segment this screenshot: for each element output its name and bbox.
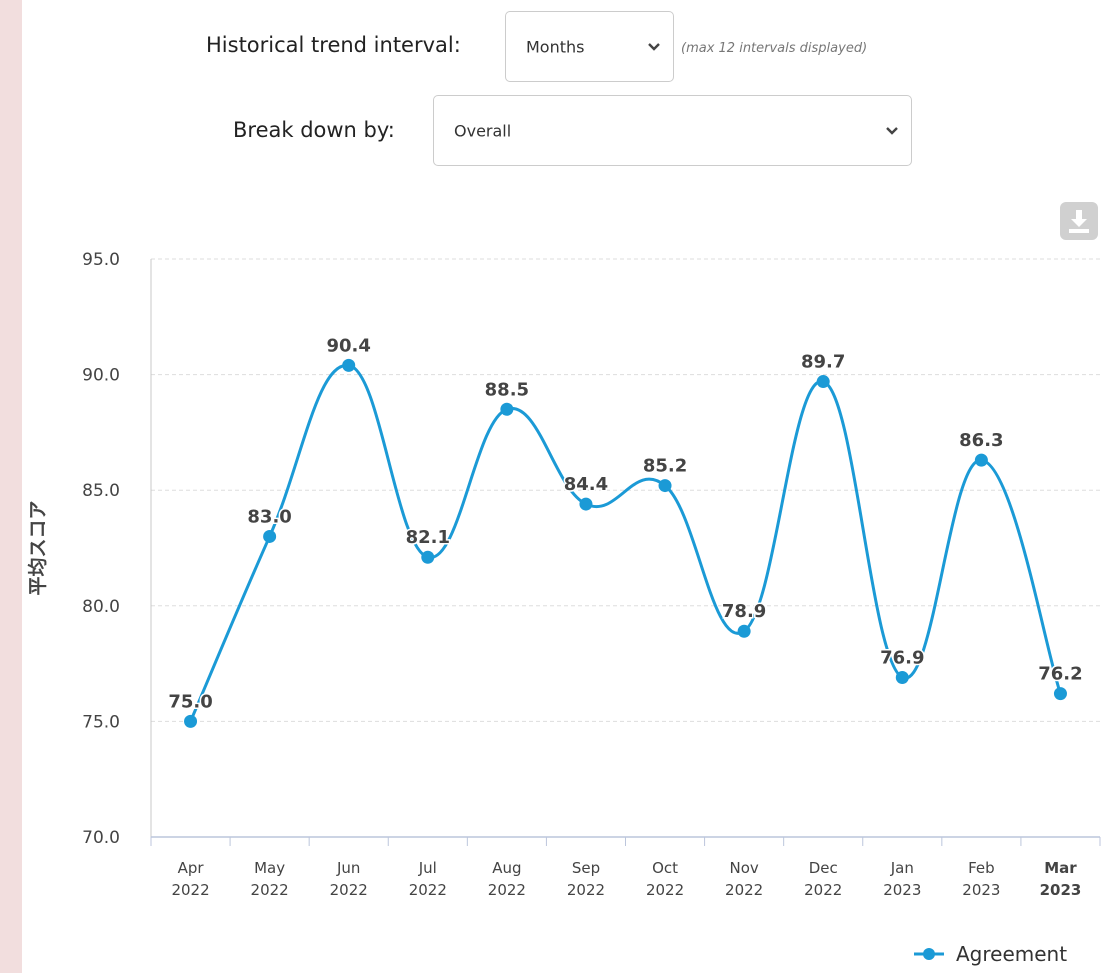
x-tick-label: May 2022 (251, 859, 289, 899)
chevron-down-icon (886, 126, 898, 135)
data-label: 86.3 (959, 430, 1003, 451)
x-tick-label: Feb 2023 (962, 859, 1000, 899)
x-tick-label: Jul 2022 (409, 859, 447, 899)
interval-select[interactable]: Months (505, 11, 674, 82)
data-point (974, 453, 988, 467)
download-icon (1069, 210, 1089, 233)
data-label: 75.0 (168, 691, 212, 712)
y-tick-label: 70.0 (82, 828, 120, 848)
data-point (895, 670, 909, 684)
data-point (816, 375, 830, 389)
x-tick-label: Apr 2022 (171, 859, 209, 899)
data-label: 85.2 (643, 456, 687, 477)
data-label: 89.7 (801, 352, 845, 373)
data-point (342, 358, 356, 372)
interval-label: Historical trend interval: (206, 33, 461, 57)
data-label: 76.9 (880, 647, 924, 668)
breakdown-select[interactable]: Overall (433, 95, 912, 166)
breakdown-select-value: Overall (454, 121, 512, 140)
x-tick-label: Dec 2022 (804, 859, 842, 899)
left-sidebar-strip (0, 0, 22, 973)
x-tick-label: Oct 2022 (646, 859, 684, 899)
data-point (1053, 687, 1067, 701)
data-point (184, 714, 198, 728)
data-point (500, 402, 514, 416)
y-tick-label: 90.0 (82, 366, 120, 386)
chevron-down-icon (648, 42, 660, 51)
data-labels: 75.0 83.0 90.4 82.1 88.5 84.4 85.2 78.9 89.7 76.9… (167, 334, 1084, 714)
x-tick-label: Mar 2023 (1040, 859, 1082, 899)
data-point (579, 497, 593, 511)
x-tick-label: Jan 2023 (883, 859, 921, 899)
interval-select-value: Months (526, 37, 585, 56)
y-tick-labels: 70.0 75.0 80.0 85.0 90.0 95.0 (82, 250, 120, 848)
x-tick-labels: Apr 2022 May 2022 Jun 2022 Jul 2022 Aug 2022 Sep 20… (150, 837, 1101, 899)
data-point (263, 529, 277, 543)
x-tick-label: Sep 2022 (567, 859, 605, 899)
data-label: 84.4 (564, 474, 608, 495)
x-tick-label: Nov 2022 (725, 859, 763, 899)
breakdown-label: Break down by: (233, 118, 395, 142)
y-tick-label: 80.0 (82, 597, 120, 617)
x-tick-label: Aug 2022 (488, 859, 526, 899)
data-label: 82.1 (406, 527, 450, 548)
data-points (184, 358, 1067, 728)
data-label: 78.9 (722, 601, 766, 622)
series-line-agreement (189, 363, 1062, 722)
data-label: 90.4 (326, 335, 370, 356)
download-button[interactable] (1060, 202, 1098, 240)
legend-label: Agreement (956, 942, 1068, 966)
data-label: 88.5 (485, 379, 529, 400)
y-tick-label: 75.0 (82, 712, 120, 732)
data-point (421, 550, 435, 564)
data-point (658, 479, 672, 493)
y-tick-label: 85.0 (82, 481, 120, 501)
data-label: 83.0 (247, 506, 291, 527)
y-axis-title: 平均スコア (26, 500, 49, 595)
legend-marker-icon (914, 948, 944, 960)
data-point (737, 624, 751, 638)
y-tick-label: 95.0 (82, 250, 120, 270)
x-tick-label: Jun 2022 (330, 859, 368, 899)
data-label: 76.2 (1038, 664, 1082, 685)
interval-hint: (max 12 intervals displayed) (681, 41, 868, 56)
